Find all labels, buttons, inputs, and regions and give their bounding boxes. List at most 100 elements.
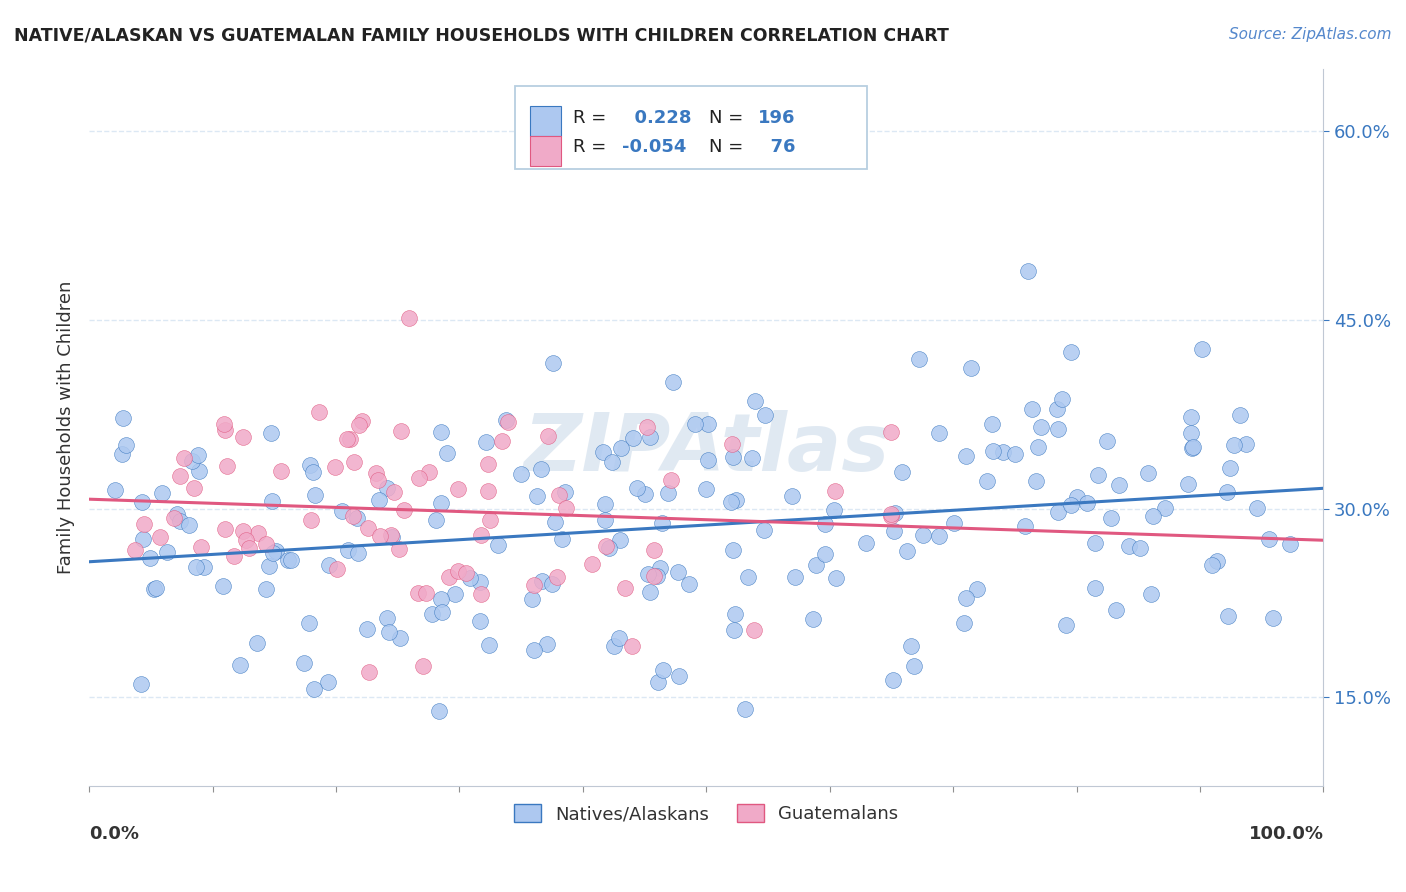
Point	[1084, 581, 1107, 595]
Point	[911, 528, 934, 542]
Point	[907, 351, 929, 366]
Point	[336, 543, 359, 558]
Point	[1025, 474, 1047, 488]
Point	[347, 418, 370, 433]
Point	[981, 417, 1004, 431]
Point	[824, 484, 846, 499]
Text: 76: 76	[758, 138, 796, 156]
Point	[1047, 422, 1070, 436]
Point	[388, 541, 411, 556]
Point	[342, 508, 364, 523]
Y-axis label: Family Households with Children: Family Households with Children	[58, 280, 75, 574]
Point	[447, 482, 470, 496]
Point	[695, 482, 717, 496]
Point	[928, 426, 950, 441]
Point	[246, 636, 269, 650]
Point	[437, 570, 460, 584]
Point	[260, 494, 283, 508]
Point	[1180, 426, 1202, 441]
Point	[298, 615, 321, 630]
Point	[1087, 468, 1109, 483]
Point	[111, 447, 134, 461]
Point	[212, 579, 235, 593]
Text: ZIPAtlas: ZIPAtlas	[523, 409, 890, 488]
Point	[425, 513, 447, 527]
Point	[1026, 440, 1049, 454]
Text: R =: R =	[574, 138, 606, 156]
Point	[436, 446, 458, 460]
Point	[720, 495, 742, 509]
Point	[357, 521, 380, 535]
Point	[495, 413, 517, 427]
Point	[737, 569, 759, 583]
Point	[880, 508, 903, 522]
Legend: Natives/Alaskans, Guatemalans: Natives/Alaskans, Guatemalans	[508, 797, 905, 830]
Point	[427, 704, 450, 718]
Point	[447, 564, 470, 578]
Point	[398, 311, 420, 326]
Point	[547, 488, 569, 502]
Point	[607, 631, 630, 645]
Point	[1136, 466, 1159, 480]
Point	[595, 513, 617, 527]
Point	[382, 485, 405, 500]
Point	[430, 591, 453, 606]
Point	[470, 528, 492, 542]
Point	[742, 624, 765, 638]
Point	[112, 411, 135, 425]
Point	[696, 417, 718, 431]
Point	[621, 431, 644, 445]
Point	[723, 623, 745, 637]
Point	[139, 551, 162, 566]
Point	[330, 504, 353, 518]
Point	[375, 610, 398, 624]
Point	[343, 455, 366, 469]
Point	[1258, 533, 1281, 547]
Point	[540, 577, 562, 591]
Point	[254, 536, 277, 550]
Point	[855, 536, 877, 550]
Point	[381, 530, 404, 544]
Point	[1140, 587, 1163, 601]
Text: 100.0%: 100.0%	[1249, 825, 1323, 843]
Point	[179, 517, 201, 532]
Point	[254, 582, 277, 596]
Point	[149, 530, 172, 544]
Point	[754, 408, 776, 422]
Point	[928, 528, 950, 542]
Point	[232, 430, 254, 444]
Point	[169, 469, 191, 483]
Point	[477, 457, 499, 471]
Point	[134, 516, 156, 531]
Point	[104, 483, 127, 497]
Point	[163, 511, 186, 525]
Point	[408, 471, 430, 485]
Point	[173, 450, 195, 465]
Point	[643, 543, 665, 558]
FancyBboxPatch shape	[515, 87, 866, 169]
Point	[270, 463, 292, 477]
Point	[131, 495, 153, 509]
Point	[976, 474, 998, 488]
Point	[537, 429, 560, 443]
Point	[336, 432, 359, 446]
Point	[1246, 500, 1268, 515]
Point	[277, 553, 299, 567]
Point	[302, 466, 325, 480]
Point	[523, 643, 546, 657]
Point	[496, 415, 519, 429]
Point	[432, 605, 454, 619]
Point	[468, 614, 491, 628]
Point	[1060, 345, 1083, 359]
Point	[723, 450, 745, 464]
Point	[430, 496, 453, 510]
Point	[1219, 461, 1241, 475]
Point	[325, 562, 347, 576]
Point	[214, 424, 236, 438]
Point	[981, 443, 1004, 458]
Point	[475, 435, 498, 450]
Point	[645, 568, 668, 582]
Point	[323, 460, 346, 475]
Point	[346, 510, 368, 524]
Point	[264, 544, 287, 558]
